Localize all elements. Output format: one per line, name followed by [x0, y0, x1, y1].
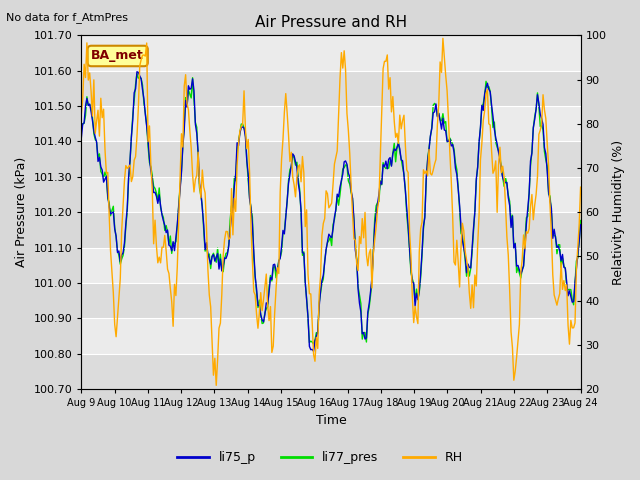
li77_pres — [310, 341, 317, 347]
li77_pres — [140, 100, 148, 106]
Bar — [81, 36, 580, 71]
li75_p — [228, 214, 236, 219]
li77_pres — [77, 126, 85, 132]
li75_p — [253, 286, 260, 292]
Bar — [81, 354, 580, 389]
Bar — [81, 177, 580, 212]
li75_p — [552, 235, 559, 241]
li75_p — [140, 96, 148, 102]
RH — [439, 36, 447, 41]
RH — [228, 186, 236, 192]
li75_p — [77, 135, 85, 141]
X-axis label: Time: Time — [316, 414, 346, 427]
Bar — [81, 318, 580, 354]
Bar — [81, 283, 580, 318]
RH — [552, 297, 559, 303]
li77_pres — [244, 178, 252, 183]
Title: Air Pressure and RH: Air Pressure and RH — [255, 15, 407, 30]
Bar — [81, 248, 580, 283]
RH — [212, 383, 220, 388]
Legend: li75_p, li77_pres, RH: li75_p, li77_pres, RH — [172, 446, 468, 469]
Line: RH: RH — [81, 38, 580, 385]
Bar — [81, 142, 580, 177]
li77_pres — [253, 289, 260, 295]
li75_p — [577, 222, 584, 228]
RH — [244, 136, 252, 142]
li75_p — [310, 348, 317, 354]
li75_p — [244, 171, 252, 177]
RH — [139, 52, 147, 58]
Bar — [81, 212, 580, 248]
li75_p — [297, 207, 305, 213]
li77_pres — [228, 203, 236, 208]
RH — [577, 184, 584, 190]
Bar — [81, 71, 580, 106]
Line: li75_p: li75_p — [81, 72, 580, 351]
Text: No data for f_AtmPres: No data for f_AtmPres — [6, 12, 129, 23]
Line: li77_pres: li77_pres — [81, 73, 580, 344]
li77_pres — [133, 71, 141, 76]
RH — [77, 111, 85, 117]
li75_p — [133, 69, 141, 74]
Text: BA_met: BA_met — [92, 49, 144, 62]
Y-axis label: Air Pressure (kPa): Air Pressure (kPa) — [15, 157, 28, 267]
li77_pres — [552, 233, 559, 239]
Y-axis label: Relativity Humidity (%): Relativity Humidity (%) — [612, 140, 625, 285]
li77_pres — [577, 217, 584, 223]
RH — [297, 179, 305, 185]
li77_pres — [297, 210, 305, 216]
RH — [253, 311, 260, 317]
Bar — [81, 106, 580, 142]
